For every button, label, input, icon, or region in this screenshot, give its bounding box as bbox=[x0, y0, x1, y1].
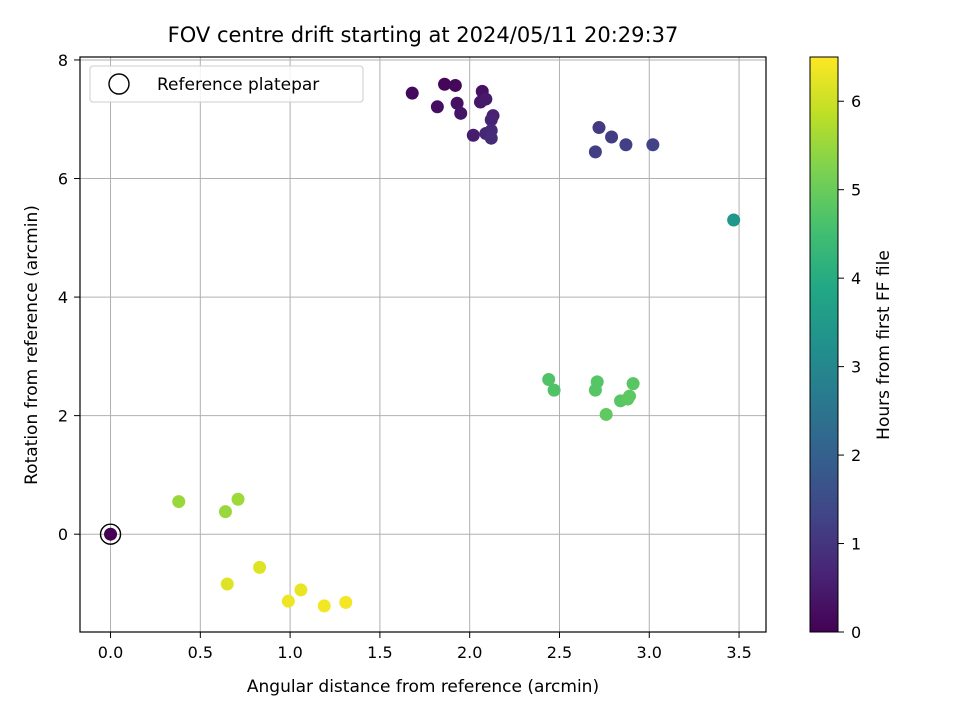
y-axis-ticks: 0 2 4 6 8 bbox=[58, 51, 80, 544]
data-point bbox=[605, 130, 619, 144]
data-point bbox=[484, 131, 498, 145]
data-point bbox=[479, 92, 493, 106]
data-point bbox=[450, 96, 464, 110]
x-axis-ticks: 0.0 0.5 1.0 1.5 2.0 2.5 3.0 3.5 bbox=[98, 632, 752, 662]
data-point bbox=[253, 560, 267, 574]
data-point bbox=[220, 577, 234, 591]
y-tick-label: 4 bbox=[58, 288, 68, 307]
data-point bbox=[466, 128, 480, 142]
data-point bbox=[430, 100, 444, 114]
data-points bbox=[99, 77, 741, 613]
legend-box bbox=[89, 65, 364, 103]
colorbar-tick-label: 3 bbox=[851, 358, 861, 377]
x-tick-label: 0.5 bbox=[188, 643, 213, 662]
x-tick-label: 3.0 bbox=[637, 643, 662, 662]
colorbar-tick-label: 1 bbox=[851, 535, 861, 554]
x-tick-label: 2.5 bbox=[547, 643, 572, 662]
data-point bbox=[448, 78, 462, 92]
data-point bbox=[599, 407, 613, 421]
legend-entry-reference: Reference platepar bbox=[157, 75, 319, 95]
data-point bbox=[317, 599, 331, 613]
data-point bbox=[231, 492, 245, 506]
data-point bbox=[626, 377, 640, 391]
data-point bbox=[588, 145, 602, 159]
colorbar-label: Hours from first FF file bbox=[874, 250, 894, 440]
x-tick-label: 0.0 bbox=[98, 643, 123, 662]
data-point bbox=[438, 77, 452, 91]
legend-marker bbox=[108, 73, 130, 95]
y-axis-label: Rotation from reference (arcmin) bbox=[22, 205, 42, 485]
data-point bbox=[484, 113, 498, 127]
x-axis-label: Angular distance from reference (arcmin) bbox=[247, 677, 599, 697]
data-point bbox=[454, 106, 468, 120]
colorbar-tick-label: 0 bbox=[851, 623, 861, 642]
data-point bbox=[172, 495, 186, 509]
data-point bbox=[592, 121, 606, 135]
x-tick-label: 1.0 bbox=[277, 643, 302, 662]
y-tick-label: 0 bbox=[58, 525, 68, 544]
colorbar-tick-label: 4 bbox=[851, 269, 861, 288]
data-point bbox=[339, 595, 353, 609]
colorbar-tick-label: 2 bbox=[851, 446, 861, 465]
data-point bbox=[619, 138, 633, 152]
data-point bbox=[727, 213, 741, 227]
reference-platepar-marker bbox=[99, 523, 122, 545]
colorbar-ticks: 0 1 2 3 4 5 6 bbox=[838, 92, 861, 642]
data-point bbox=[104, 527, 118, 541]
data-point bbox=[281, 594, 295, 608]
y-tick-label: 8 bbox=[58, 51, 68, 70]
colorbar: 0 1 2 3 4 5 6 Hours from first FF file bbox=[809, 56, 894, 642]
y-tick-label: 2 bbox=[58, 407, 68, 426]
data-point bbox=[623, 389, 637, 403]
colorbar-tick-label: 5 bbox=[851, 181, 861, 200]
plot-frame bbox=[79, 56, 767, 633]
data-point bbox=[294, 583, 308, 597]
data-point bbox=[588, 383, 602, 397]
data-point bbox=[547, 383, 561, 397]
chart-title: FOV centre drift starting at 2024/05/11 … bbox=[168, 23, 679, 47]
data-point bbox=[542, 372, 556, 386]
colorbar-gradient bbox=[810, 57, 838, 632]
y-tick-label: 6 bbox=[58, 170, 68, 189]
x-tick-label: 2.0 bbox=[457, 643, 482, 662]
legend: Reference platepar bbox=[89, 65, 364, 103]
grid-lines bbox=[80, 57, 766, 632]
x-tick-label: 1.5 bbox=[367, 643, 392, 662]
data-point bbox=[405, 86, 419, 100]
data-point bbox=[218, 505, 232, 519]
colorbar-frame bbox=[809, 56, 839, 633]
x-tick-label: 3.5 bbox=[726, 643, 751, 662]
data-point bbox=[646, 138, 660, 152]
colorbar-tick-label: 6 bbox=[851, 92, 861, 111]
